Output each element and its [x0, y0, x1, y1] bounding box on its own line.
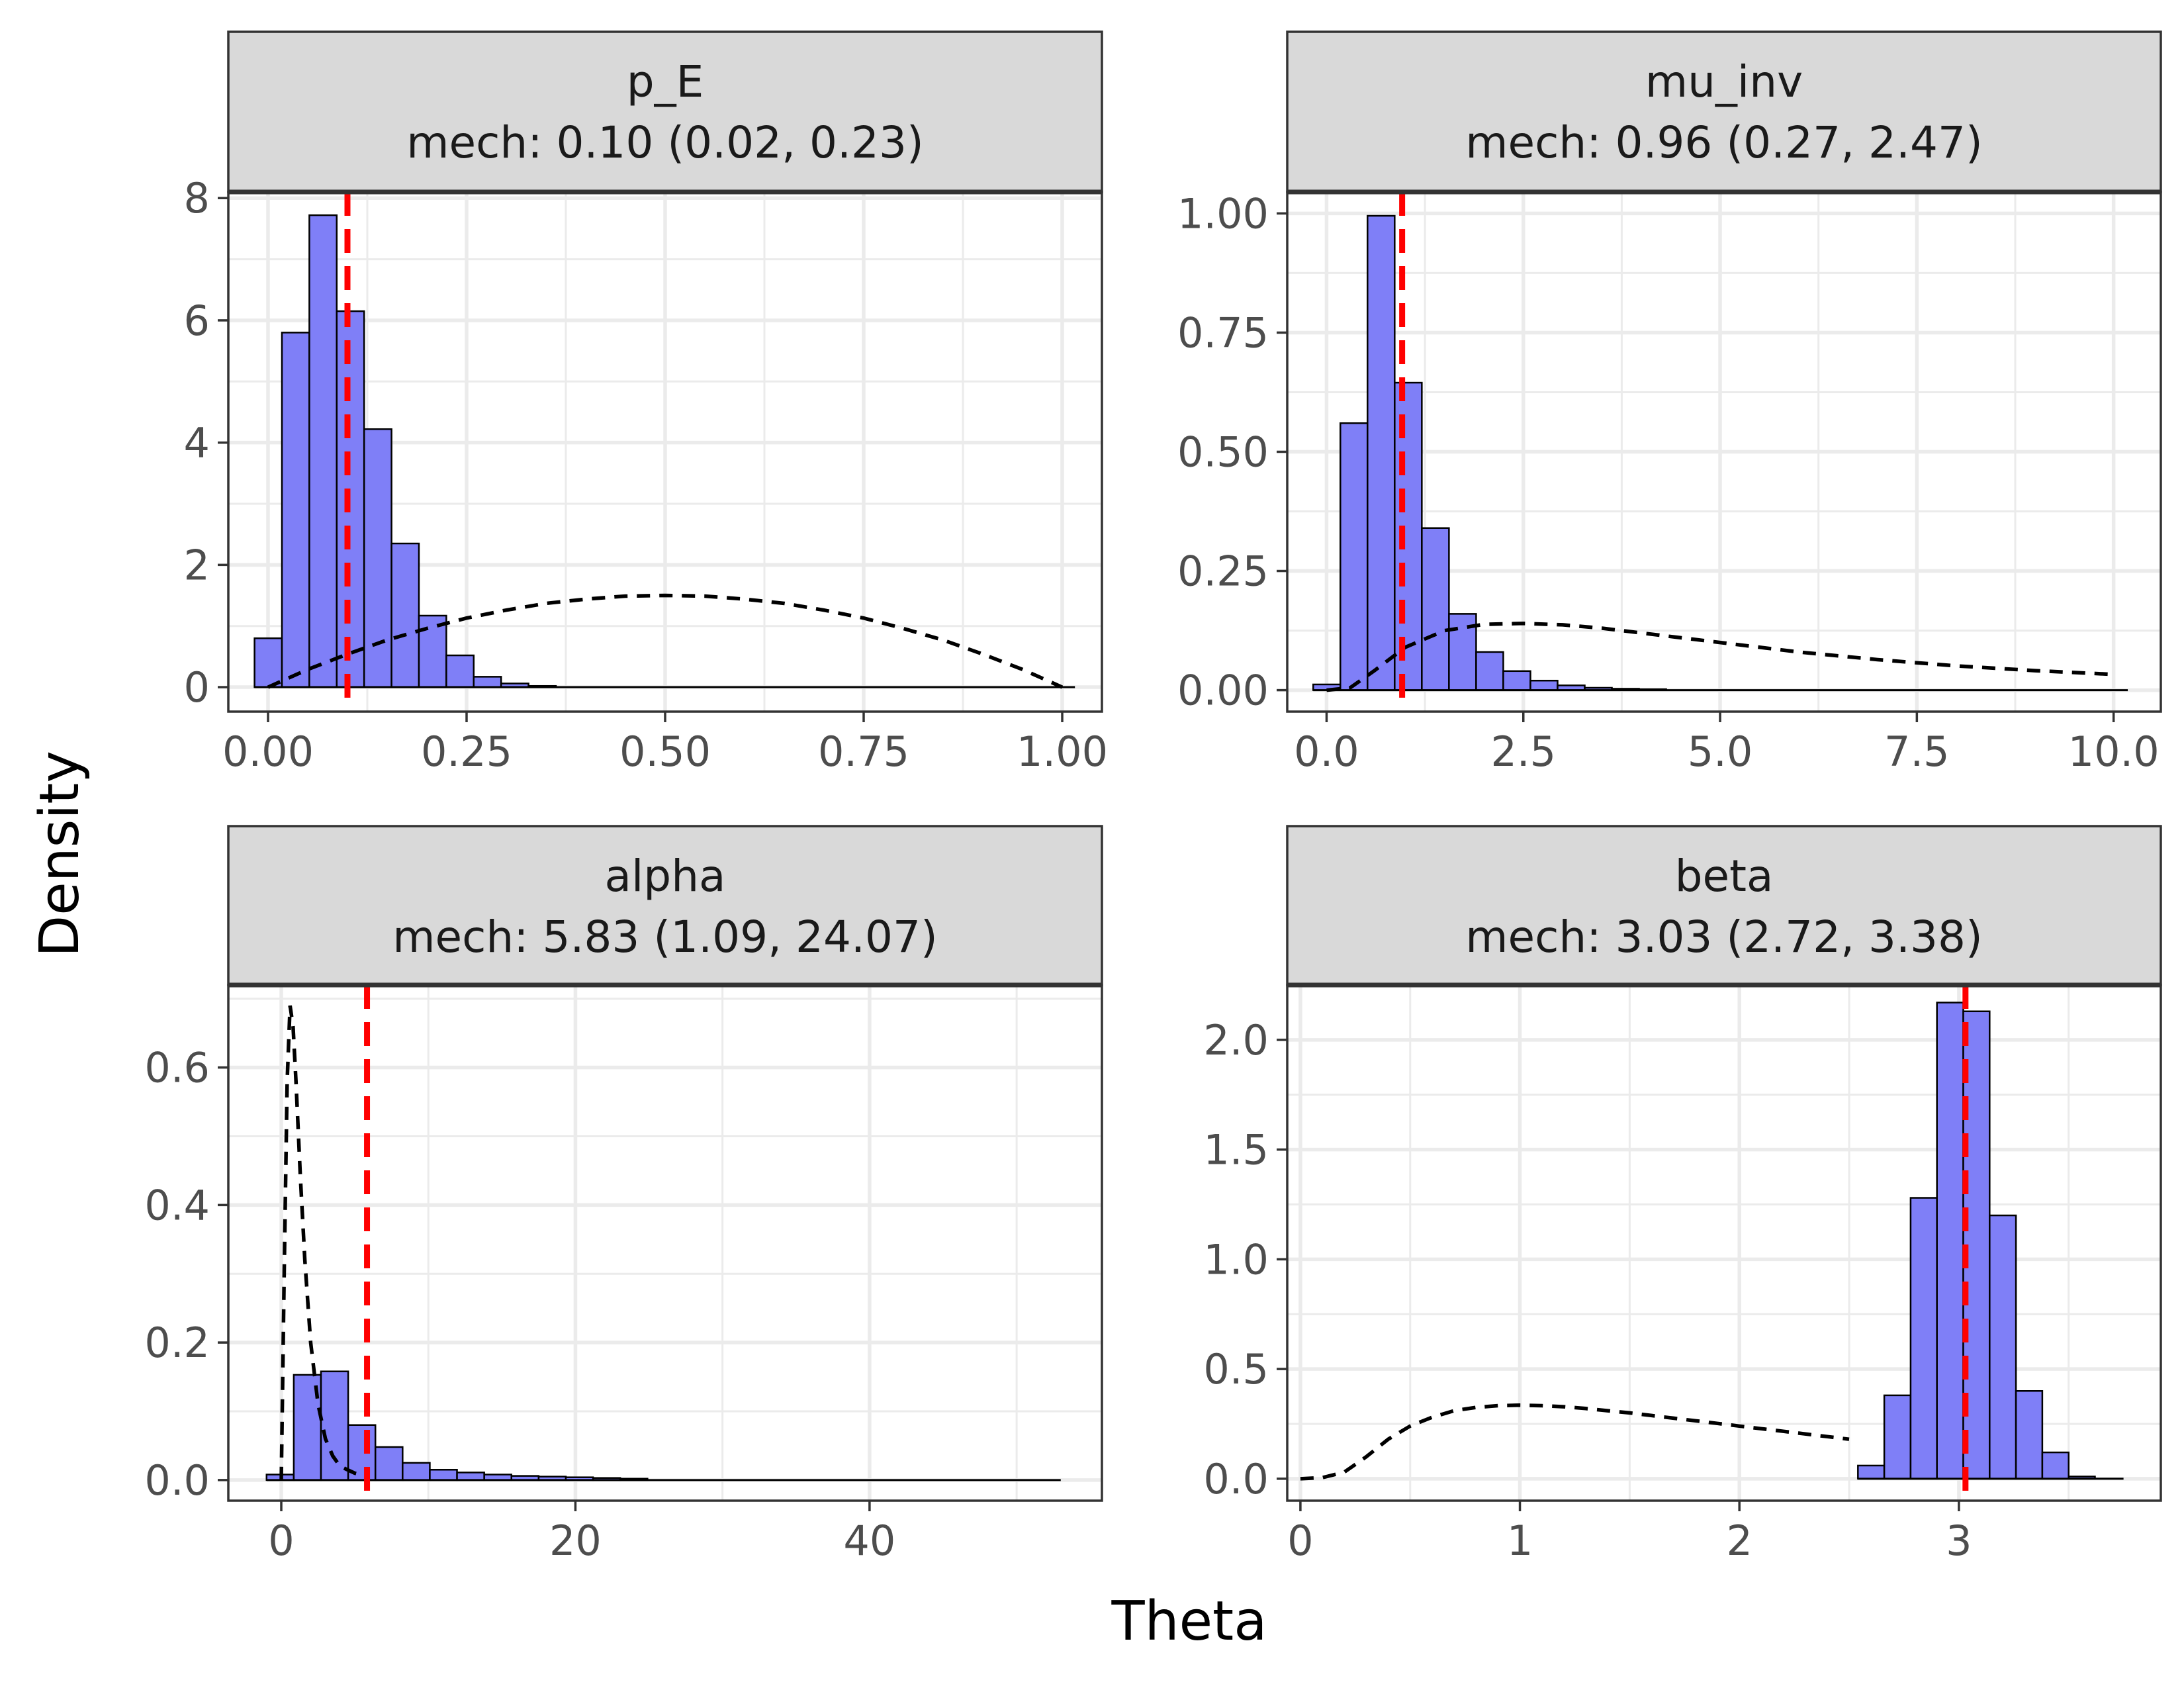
histogram-bar [390, 542, 420, 688]
x-tick-label: 0.50 [619, 727, 711, 776]
panel-contents [1287, 192, 2161, 712]
y-tick-label: 1.00 [1177, 189, 1269, 238]
y-tick-label: 0.6 [144, 1044, 210, 1092]
histogram-bar [456, 1472, 485, 1481]
histogram-bar [308, 214, 338, 688]
prior-density-curve [1300, 1403, 1850, 1481]
x-tick-label: 1.00 [1017, 727, 1108, 776]
y-tick-label: 6 [184, 297, 210, 345]
x-tick-label: 20 [549, 1517, 602, 1565]
y-tick-label: 0.00 [1177, 667, 1269, 715]
histogram-bar [1367, 214, 1396, 691]
strip-title: mu_inv [1645, 56, 1803, 107]
histogram-bar [1936, 1002, 1964, 1480]
histogram-bar [429, 1469, 458, 1481]
strip-title: beta [1675, 851, 1774, 902]
x-tick-label: 40 [843, 1517, 895, 1565]
histogram-bar [374, 1446, 404, 1481]
y-tick-label: 2.0 [1203, 1016, 1269, 1064]
y-tick-label: 0.5 [1203, 1345, 1269, 1393]
histogram-bar [1502, 670, 1531, 691]
facet-panel-mu_inv: mu_inv mech: 0.96 (0.27, 2.47) 0.0 2.5 5.0 7.… [1177, 30, 2162, 776]
histogram-bar [402, 1462, 431, 1481]
prior-density-curve [1326, 622, 2114, 692]
strip-subtitle: mech: 3.03 (2.72, 3.38) [1465, 912, 1983, 962]
histogram-bar [320, 1370, 349, 1481]
x-tick-label: 0 [268, 1517, 294, 1565]
x-tick-label: 0 [1287, 1517, 1313, 1565]
prior-density-curve [267, 593, 1064, 689]
panel-background [228, 985, 1102, 1501]
facet-panel-alpha: alpha mech: 5.83 (1.09, 24.07) 0 20 40 0.0 0.2… [144, 825, 1103, 1565]
x-tick-label: 0.00 [222, 727, 314, 776]
panel-contents [228, 985, 1102, 1501]
facet-panel-beta: beta mech: 3.03 (2.72, 3.38) 0 1 2 3 0.0 0.5 1.0… [1203, 825, 2162, 1565]
x-tick-label: 0.25 [421, 727, 512, 776]
strip-title: alpha [605, 851, 726, 902]
strip-title: p_E [627, 56, 704, 107]
strip-background [227, 825, 1103, 986]
x-tick-label: 1 [1507, 1517, 1533, 1565]
x-tick-label: 3 [1946, 1517, 1972, 1565]
y-tick-label: 4 [184, 419, 210, 467]
x-tick-label: 2 [1726, 1517, 1752, 1565]
histogram-bar [1857, 1464, 1886, 1480]
y-tick-label: 0.0 [144, 1456, 210, 1505]
facet-panel-p_E: p_E mech: 0.10 (0.02, 0.23) 0.00 0.25 0.50 0.… [184, 30, 1108, 776]
x-axis-title: Theta [1111, 1590, 1267, 1653]
y-tick-label: 8 [184, 174, 210, 222]
y-axis-title: Density [28, 751, 91, 957]
x-tick-label: 10.0 [2068, 727, 2160, 776]
x-tick-label: 0.75 [818, 727, 909, 776]
y-tick-label: 0.0 [1203, 1455, 1269, 1503]
histogram-bar [1909, 1197, 1938, 1480]
y-tick-label: 1.0 [1203, 1235, 1269, 1284]
histogram-bar [418, 614, 447, 688]
prior-density-curve [279, 1005, 370, 1480]
histogram-bar [2015, 1390, 2044, 1480]
histogram-bar [1394, 381, 1423, 691]
panel-contents [228, 192, 1102, 712]
y-tick-label: 1.5 [1203, 1126, 1269, 1174]
histogram-bar [1475, 651, 1504, 691]
histogram-bar [281, 332, 310, 688]
y-tick-label: 0.50 [1177, 428, 1269, 477]
histogram-bar [1883, 1394, 1912, 1480]
histogram-bar [1989, 1214, 2017, 1480]
histogram-bar [253, 637, 283, 688]
histogram-bar [1421, 527, 1450, 691]
x-tick-label: 0.0 [1294, 727, 1359, 776]
y-tick-label: 0.2 [144, 1319, 210, 1367]
strip-subtitle: mech: 5.83 (1.09, 24.07) [392, 912, 938, 962]
y-tick-label: 0 [184, 663, 210, 712]
x-tick-label: 5.0 [1688, 727, 1753, 776]
y-tick-label: 0.4 [144, 1181, 210, 1229]
strip-subtitle: mech: 0.96 (0.27, 2.47) [1465, 117, 1983, 168]
x-tick-label: 2.5 [1490, 727, 1556, 776]
histogram-bar [473, 676, 502, 688]
panel-contents [1287, 985, 2161, 1501]
y-tick-label: 2 [184, 541, 210, 589]
x-tick-label: 7.5 [1884, 727, 1950, 776]
histogram-bar [363, 428, 392, 688]
histogram-bar [1529, 679, 1559, 691]
strip-background [1286, 30, 2162, 193]
y-tick-label: 0.75 [1177, 308, 1269, 357]
strip-background [227, 30, 1103, 193]
strip-subtitle: mech: 0.10 (0.02, 0.23) [406, 117, 924, 168]
y-tick-label: 0.25 [1177, 547, 1269, 596]
histogram-bar [2041, 1451, 2070, 1480]
histogram-bar [1340, 422, 1369, 691]
histogram-bar [445, 654, 475, 688]
